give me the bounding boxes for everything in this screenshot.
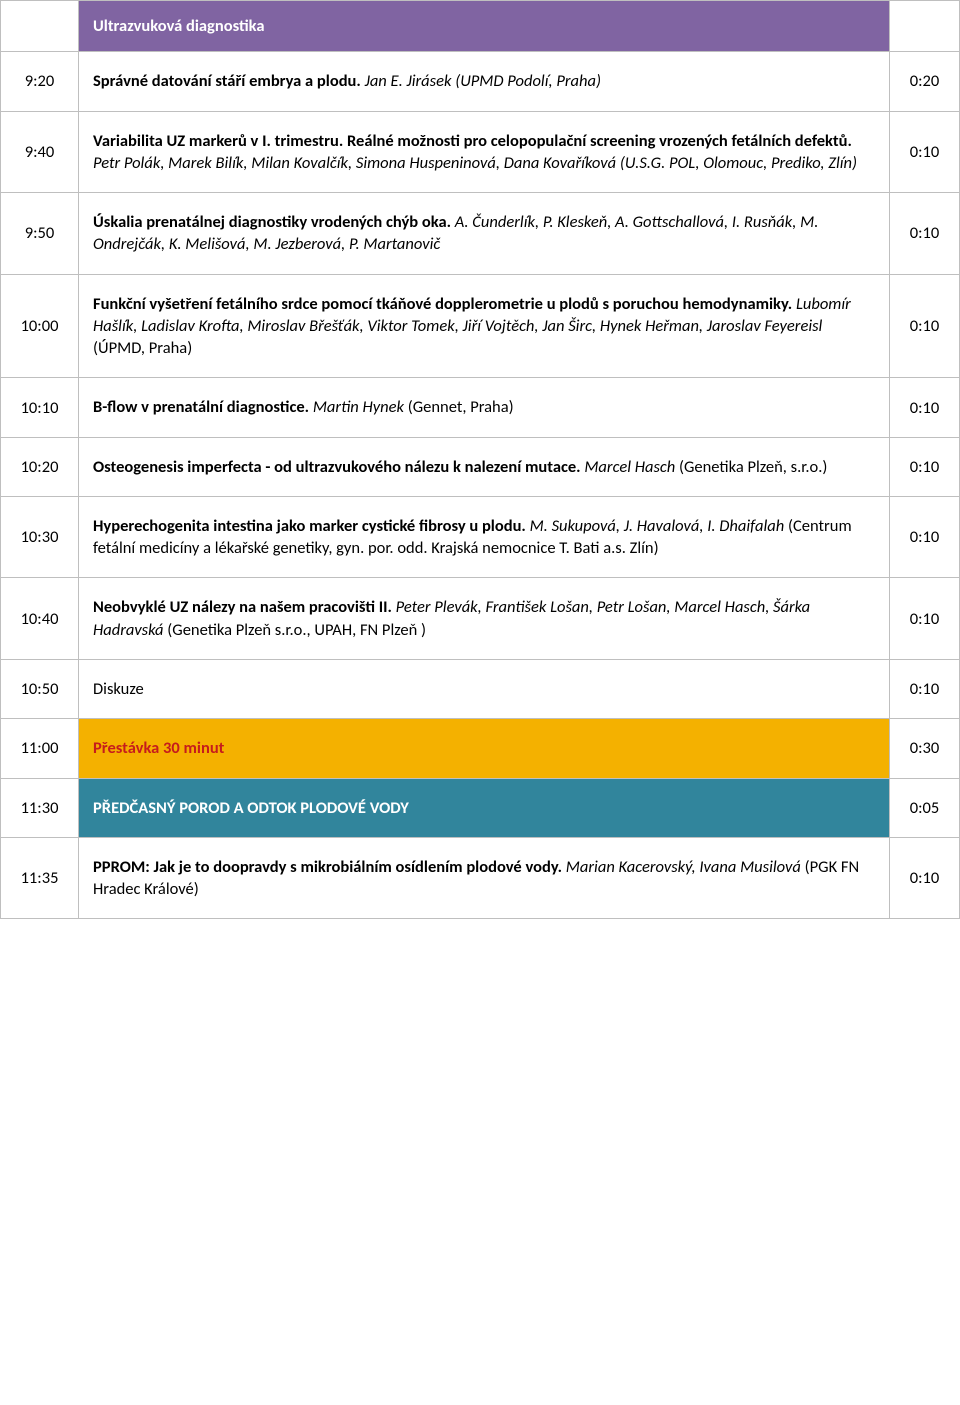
schedule-row: 10:30 Hyperechogenita intestina jako mar…	[1, 496, 960, 578]
schedule-row: 9:20 Správné datování stáří embrya a plo…	[1, 52, 960, 111]
talk-title: Funkční vyšetření fetálního srdce pomocí…	[93, 294, 792, 314]
talk-title: Variabilita UZ markerů v I. trimestru. R…	[93, 131, 852, 151]
schedule-row: 10:00 Funkční vyšetření fetálního srdce …	[1, 274, 960, 378]
time-cell: 10:10	[1, 378, 79, 437]
schedule-row: 9:40 Variabilita UZ markerů v I. trimest…	[1, 111, 960, 193]
time-cell: 11:35	[1, 837, 79, 919]
duration-cell: 0:05	[890, 778, 960, 837]
talk-authors: Marcel Hasch	[584, 457, 675, 477]
break-row: 11:00 Přestávka 30 minut 0:30	[1, 719, 960, 778]
time-cell: 10:00	[1, 274, 79, 378]
talk-authors: Marian Kacerovský, Ivana Musilová	[566, 857, 801, 877]
time-cell: 10:20	[1, 437, 79, 496]
duration-cell: 0:10	[890, 111, 960, 193]
talk-title: Neobvyklé UZ nálezy na našem pracovišti …	[93, 597, 392, 617]
talk-authors: Jan E. Jirásek (UPMD Podolí, Praha)	[365, 71, 601, 91]
duration-cell: 0:10	[890, 837, 960, 919]
talk-title: Správné datování stáří embrya a plodu.	[93, 71, 361, 91]
time-cell: 10:40	[1, 578, 79, 660]
schedule-row: 10:20 Osteogenesis imperfecta - od ultra…	[1, 437, 960, 496]
time-cell: 9:20	[1, 52, 79, 111]
schedule-row: 10:40 Neobvyklé UZ nálezy na našem praco…	[1, 578, 960, 660]
time-cell: 9:50	[1, 193, 79, 275]
talk-title: B-flow v prenatální diagnostice.	[93, 397, 309, 417]
duration-cell: 0:30	[890, 719, 960, 778]
content-cell: Diskuze	[79, 659, 890, 718]
time-cell: 9:40	[1, 111, 79, 193]
time-cell: 11:30	[1, 778, 79, 837]
content-cell: Neobvyklé UZ nálezy na našem pracovišti …	[79, 578, 890, 660]
schedule-row: 10:10 B-flow v prenatální diagnostice. M…	[1, 378, 960, 437]
section-header-predcasny: 11:30 PŘEDČASNÝ POROD A ODTOK PLODOVÉ VO…	[1, 778, 960, 837]
duration-cell: 0:10	[890, 193, 960, 275]
section-header-title: Ultrazvuková diagnostika	[79, 1, 889, 51]
talk-title: PPROM: Jak je to doopravdy s mikrobiální…	[93, 857, 562, 877]
section-header-title: PŘEDČASNÝ POROD A ODTOK PLODOVÉ VODY	[79, 779, 889, 837]
time-cell	[1, 1, 79, 52]
talk-authors: M. Sukupová, J. Havalová, I. Dhaifalah	[530, 516, 785, 536]
break-cell: Přestávka 30 minut	[79, 719, 890, 778]
talk-authors-tail: (Genetika Plzeň, s.r.o.)	[675, 457, 827, 477]
section-header-cell: Ultrazvuková diagnostika	[79, 1, 890, 52]
duration-cell: 0:10	[890, 274, 960, 378]
talk-authors-tail: (Genetika Plzeň s.r.o., UPAH, FN Plzeň )	[164, 620, 426, 640]
schedule-row: 9:50 Úskalia prenatálnej diagnostiky vro…	[1, 193, 960, 275]
talk-title: Úskalia prenatálnej diagnostiky vrodenýc…	[93, 212, 451, 232]
content-cell: Úskalia prenatálnej diagnostiky vrodenýc…	[79, 193, 890, 275]
content-cell: Osteogenesis imperfecta - od ultrazvukov…	[79, 437, 890, 496]
duration-cell: 0:10	[890, 659, 960, 718]
time-cell: 11:00	[1, 719, 79, 778]
time-cell: 10:50	[1, 659, 79, 718]
talk-authors-tail: (Gennet, Praha)	[404, 397, 514, 417]
talk-title: Hyperechogenita intestina jako marker cy…	[93, 516, 526, 536]
section-header-cell: PŘEDČASNÝ POROD A ODTOK PLODOVÉ VODY	[79, 778, 890, 837]
talk-title: Diskuze	[93, 679, 144, 699]
duration-cell: 0:10	[890, 437, 960, 496]
talk-authors-tail: (ÚPMD, Praha)	[93, 338, 192, 358]
content-cell: B-flow v prenatální diagnostice. Martin …	[79, 378, 890, 437]
schedule-row: 11:35 PPROM: Jak je to doopravdy s mikro…	[1, 837, 960, 919]
break-title: Přestávka 30 minut	[79, 719, 889, 777]
duration-cell: 0:10	[890, 496, 960, 578]
schedule-table: Ultrazvuková diagnostika 9:20 Správné da…	[0, 0, 960, 919]
content-cell: PPROM: Jak je to doopravdy s mikrobiální…	[79, 837, 890, 919]
duration-cell: 0:10	[890, 578, 960, 660]
talk-authors: Petr Polák, Marek Bilík, Milan Kovalčík,…	[93, 153, 857, 173]
talk-title: Osteogenesis imperfecta - od ultrazvukov…	[93, 457, 581, 477]
duration-cell	[890, 1, 960, 52]
content-cell: Funkční vyšetření fetálního srdce pomocí…	[79, 274, 890, 378]
schedule-row: 10:50 Diskuze 0:10	[1, 659, 960, 718]
talk-authors: Martin Hynek	[313, 397, 404, 417]
duration-cell: 0:10	[890, 378, 960, 437]
content-cell: Správné datování stáří embrya a plodu. J…	[79, 52, 890, 111]
content-cell: Variabilita UZ markerů v I. trimestru. R…	[79, 111, 890, 193]
content-cell: Hyperechogenita intestina jako marker cy…	[79, 496, 890, 578]
section-header-ultrazvukova: Ultrazvuková diagnostika	[1, 1, 960, 52]
duration-cell: 0:20	[890, 52, 960, 111]
time-cell: 10:30	[1, 496, 79, 578]
